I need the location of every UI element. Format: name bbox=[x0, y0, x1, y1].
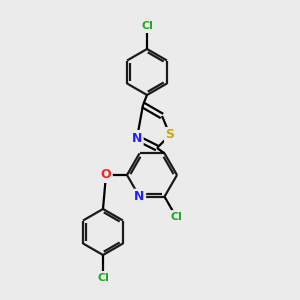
Text: O: O bbox=[101, 169, 111, 182]
Text: N: N bbox=[134, 190, 145, 203]
Text: S: S bbox=[166, 128, 175, 142]
Text: Cl: Cl bbox=[170, 212, 182, 222]
Text: Cl: Cl bbox=[97, 273, 109, 283]
Text: Cl: Cl bbox=[141, 21, 153, 31]
Text: N: N bbox=[132, 131, 142, 145]
